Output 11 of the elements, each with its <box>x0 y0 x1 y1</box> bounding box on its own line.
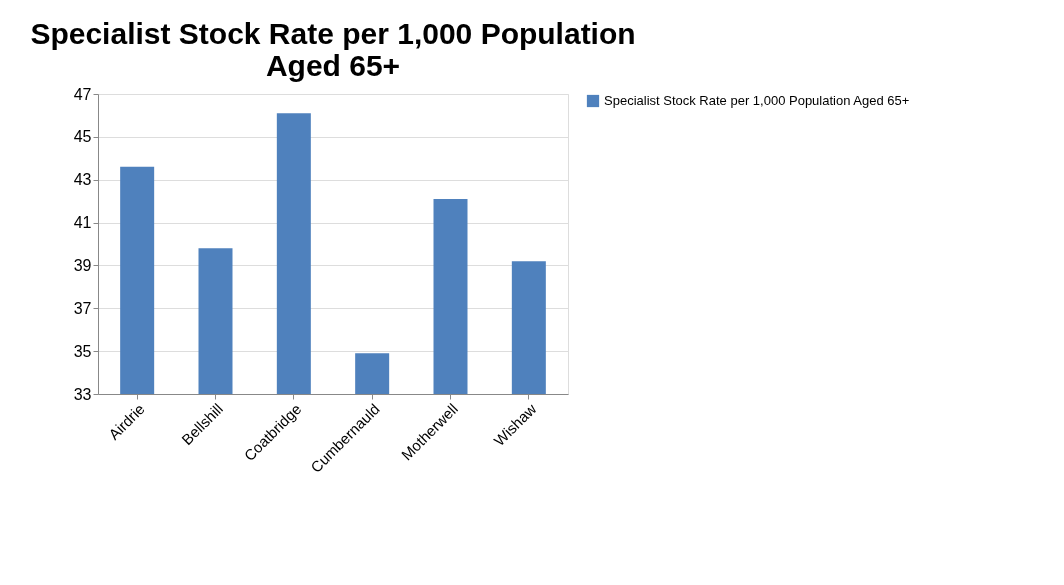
legend-label: Specialist Stock Rate per 1,000 Population Aged 65+ <box>604 93 910 108</box>
y-tick-label: 35 <box>73 342 92 360</box>
y-tick-label: 41 <box>73 214 92 232</box>
text: Aged 65+ <box>265 49 401 82</box>
y-tick-label: 39 <box>73 256 92 274</box>
text: Specialist Stock Rate per 1,000 Population <box>30 17 636 50</box>
y-tick-label: 47 <box>73 85 92 103</box>
y-tick-label: 43 <box>73 171 92 189</box>
y-tick-label: 45 <box>73 128 92 146</box>
y-tick-label: 37 <box>73 299 92 317</box>
y-tick-label: 33 <box>73 385 92 403</box>
